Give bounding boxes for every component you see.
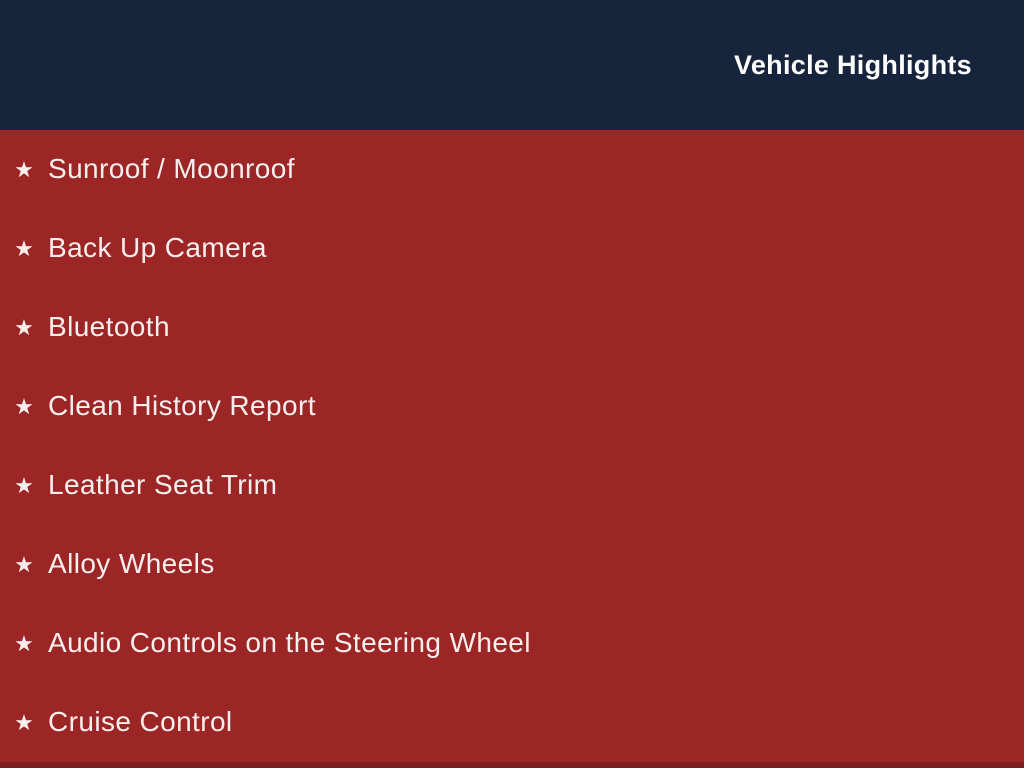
list-item-label: Bluetooth bbox=[48, 311, 170, 343]
star-icon: ★ bbox=[14, 709, 34, 735]
list-item-label: Leather Seat Trim bbox=[48, 469, 278, 501]
star-icon: ★ bbox=[14, 551, 34, 577]
page-title: Vehicle Highlights bbox=[734, 49, 972, 80]
star-icon: ★ bbox=[14, 393, 34, 419]
list-item: ★ Leather Seat Trim bbox=[0, 446, 1024, 525]
list-item: ★ Alloy Wheels bbox=[0, 525, 1024, 604]
slide-bottom-edge bbox=[0, 762, 1024, 768]
star-icon: ★ bbox=[14, 630, 34, 656]
star-icon: ★ bbox=[14, 235, 34, 261]
list-item: ★ Bluetooth bbox=[0, 288, 1024, 367]
list-item-label: Alloy Wheels bbox=[48, 548, 215, 580]
list-item-label: Audio Controls on the Steering Wheel bbox=[48, 627, 531, 659]
list-item: ★ Back Up Camera bbox=[0, 209, 1024, 288]
list-item-label: Sunroof / Moonroof bbox=[48, 153, 295, 185]
slide-header: Vehicle Highlights bbox=[0, 0, 1024, 130]
list-item-label: Back Up Camera bbox=[48, 232, 267, 264]
list-item: ★ Clean History Report bbox=[0, 367, 1024, 446]
list-item: ★ Sunroof / Moonroof bbox=[0, 130, 1024, 209]
star-icon: ★ bbox=[14, 156, 34, 182]
list-item: ★ Audio Controls on the Steering Wheel bbox=[0, 604, 1024, 683]
highlights-list: ★ Sunroof / Moonroof ★ Back Up Camera ★ … bbox=[0, 130, 1024, 768]
list-item-label: Cruise Control bbox=[48, 706, 233, 738]
list-item: ★ Cruise Control bbox=[0, 683, 1024, 762]
star-icon: ★ bbox=[14, 472, 34, 498]
list-item-label: Clean History Report bbox=[48, 390, 316, 422]
star-icon: ★ bbox=[14, 314, 34, 340]
